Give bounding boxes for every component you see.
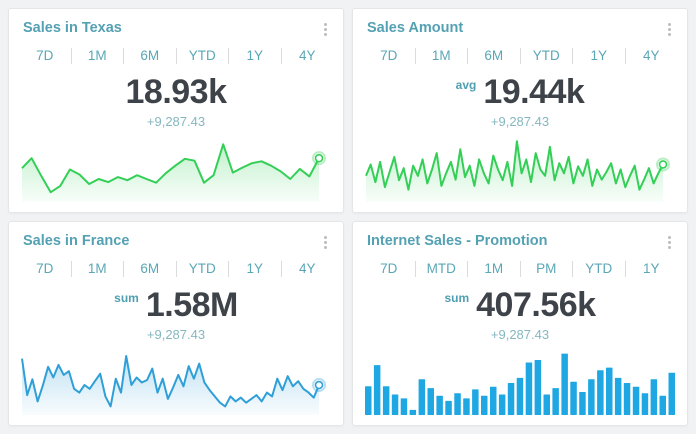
tab-separator	[228, 47, 229, 64]
period-tabs: 7D MTD 1M PM YTD 1Y	[363, 259, 677, 278]
tab-mtd[interactable]: MTD	[426, 261, 456, 276]
card-title: Sales in France	[23, 233, 130, 249]
tab-4y[interactable]: 4Y	[298, 261, 316, 276]
value-row: avg 19.44k	[353, 75, 687, 109]
tab-separator	[414, 260, 416, 277]
sparkline-chart	[21, 348, 331, 416]
tab-separator	[467, 260, 468, 277]
kpi-card-1: Sales Amount 7D 1M 6M YTD 1Y 4Y avg 19.44k +9,…	[352, 8, 688, 213]
tab-ytd[interactable]: YTD	[532, 48, 560, 63]
kpi-card-3: Internet Sales - Promotion 7D MTD 1M PM YTD 1…	[352, 221, 688, 426]
tab-separator	[123, 47, 124, 64]
tab-1y[interactable]: 1Y	[246, 261, 263, 276]
sparkline-chart	[365, 348, 675, 416]
kpi-card-0: Sales in Texas 7D 1M 6M YTD 1Y 4Y 18.93k +9,2…	[8, 8, 344, 213]
tab-7d[interactable]: 7D	[36, 48, 54, 63]
tab-7d[interactable]: 7D	[380, 48, 398, 63]
kebab-menu-icon[interactable]	[320, 20, 331, 39]
period-tabs: 7D 1M 6M YTD 1Y 4Y	[19, 46, 333, 65]
tab-1y[interactable]: 1Y	[642, 261, 660, 276]
kpi-delta: +9,287.43	[490, 114, 550, 129]
tab-separator	[467, 47, 468, 64]
kpi-delta: +9,287.43	[146, 114, 206, 129]
tab-1m[interactable]: 1M	[87, 261, 107, 276]
tab-1y[interactable]: 1Y	[246, 48, 263, 63]
tab-6m[interactable]: 6M	[140, 261, 160, 276]
card-header: Sales in Texas	[9, 9, 343, 39]
kpi-value: 407.56k	[476, 286, 596, 324]
card-header: Sales Amount	[353, 9, 687, 39]
tab-4y[interactable]: 4Y	[642, 48, 660, 63]
tab-6m[interactable]: 6M	[140, 48, 160, 63]
value-row: sum 1.58M	[9, 288, 343, 322]
tab-1m[interactable]: 1M	[87, 48, 107, 63]
tab-separator	[228, 260, 229, 277]
card-title: Sales in Texas	[23, 20, 122, 36]
kpi-value: 19.44k	[483, 73, 585, 111]
aggregation-label: sum	[444, 291, 470, 305]
card-title: Internet Sales - Promotion	[367, 233, 548, 249]
kebab-menu-icon[interactable]	[664, 233, 675, 252]
tab-1m[interactable]: 1M	[484, 261, 504, 276]
tab-6m[interactable]: 6M	[484, 48, 504, 63]
tab-separator	[175, 47, 177, 64]
tab-separator	[123, 260, 124, 277]
kebab-menu-icon[interactable]	[320, 233, 331, 252]
aggregation-label: sum	[114, 291, 139, 305]
period-tabs: 7D 1M 6M YTD 1Y 4Y	[363, 46, 677, 65]
value-row: 18.93k	[9, 75, 343, 109]
sparkline-chart	[21, 135, 331, 203]
tab-separator	[70, 260, 72, 277]
tab-separator	[519, 47, 521, 64]
tab-separator	[572, 47, 573, 64]
tab-7d[interactable]: 7D	[380, 261, 398, 276]
kpi-value: 18.93k	[125, 73, 228, 111]
kpi-value: 1.58M	[145, 286, 239, 324]
aggregation-label: avg	[455, 78, 477, 92]
sparkline-chart	[365, 135, 675, 203]
tab-ytd[interactable]: YTD	[585, 261, 613, 276]
tab-separator	[572, 260, 573, 277]
tab-ytd[interactable]: YTD	[188, 48, 216, 63]
kpi-delta: +9,287.43	[146, 327, 206, 342]
tab-7d[interactable]: 7D	[36, 261, 54, 276]
tab-separator	[70, 47, 72, 64]
card-header: Internet Sales - Promotion	[353, 222, 687, 252]
tab-4y[interactable]: 4Y	[298, 48, 316, 63]
tab-separator	[519, 260, 521, 277]
tab-separator	[175, 260, 177, 277]
tab-separator	[280, 260, 282, 277]
kpi-card-2: Sales in France 7D 1M 6M YTD 1Y 4Y sum 1.58M +…	[8, 221, 344, 426]
tab-separator	[280, 47, 282, 64]
tab-1m[interactable]: 1M	[431, 48, 451, 63]
tab-separator	[624, 260, 626, 277]
kpi-delta: +9,287.43	[490, 327, 550, 342]
tab-separator	[624, 47, 626, 64]
card-title: Sales Amount	[367, 20, 464, 36]
card-header: Sales in France	[9, 222, 343, 252]
value-row: sum 407.56k	[353, 288, 687, 322]
period-tabs: 7D 1M 6M YTD 1Y 4Y	[19, 259, 333, 278]
kebab-menu-icon[interactable]	[664, 20, 675, 39]
tab-ytd[interactable]: YTD	[188, 261, 216, 276]
tab-pm[interactable]: PM	[536, 261, 557, 276]
tab-separator	[414, 47, 416, 64]
tab-1y[interactable]: 1Y	[590, 48, 607, 63]
